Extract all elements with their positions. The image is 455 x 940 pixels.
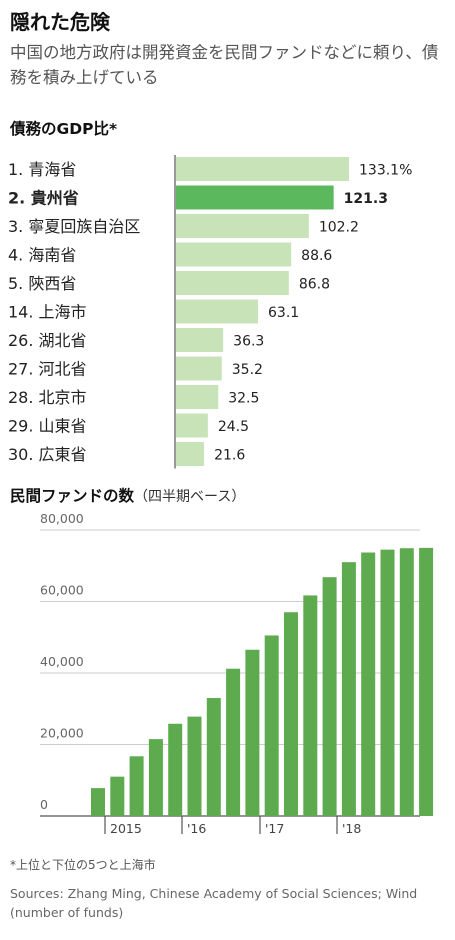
debt-value-label: 63.1 [268,305,299,321]
fund-bar [284,612,298,816]
fund-y-tick-label: 20,000 [40,726,84,741]
debt-value-label: 121.3 [344,191,388,207]
fund-year-label: '16 [187,821,206,836]
debt-category-label: 5. 陝西省 [8,274,76,293]
debt-value-label: 133.1% [359,163,412,179]
debt-bar [176,385,219,409]
fund-bar [322,577,337,816]
debt-bar [176,185,334,210]
debt-bar [176,356,222,381]
debt-category-label: 3. 寧夏回族自治区 [8,217,140,236]
debt-category-label: 26. 湖北省 [8,331,87,350]
fund-bar [399,548,414,816]
debt-bar [176,328,224,352]
fund-chart-title-note: （四半期ベース） [134,489,246,505]
debt-bar [176,157,349,181]
sources: Sources: Zhang Ming, Chinese Academy of … [10,886,418,920]
debt-category-label: 1. 青海省 [8,160,76,179]
fund-bar [419,547,434,816]
debt-bar [176,242,292,267]
debt-category-label: 30. 広東省 [8,445,87,464]
debt-value-label: 36.3 [233,334,264,350]
fund-chart-title-text: 民間ファンドの数 [10,487,135,505]
fund-bar [187,716,202,816]
fund-y-tick-label: 40,000 [40,654,84,669]
fund-bar [168,723,183,816]
debt-category-label: 2. 貴州省 [8,189,79,208]
debt-value-label: 21.6 [214,448,245,464]
debt-bar [176,299,259,324]
fund-bar [264,635,279,816]
debt-category-label: 28. 北京市 [8,388,87,407]
debt-value-label: 88.6 [301,248,332,264]
fund-bar [380,549,395,816]
fund-bar [129,756,144,816]
fund-bar [110,776,125,816]
debt-value-label: 32.5 [228,391,259,407]
debt-chart-title-text: 債務のGDP比* [10,120,118,138]
fund-bar [361,552,376,816]
page-subtitle: 中国の地方政府は開発資金を民間ファンドなどに頼り、債務を積み上げている [10,43,439,87]
debt-value-label: 24.5 [218,419,249,435]
fund-y-tick-label: 60,000 [40,583,84,598]
fund-year-label: 2015 [110,821,142,836]
debt-category-label: 4. 海南省 [8,246,76,265]
debt-category-label: 14. 上海市 [8,303,87,322]
debt-category-label: 27. 河北省 [8,360,87,379]
debt-bar [176,271,289,295]
fund-chart-title: 民間ファンドの数（四半期ベース） [10,484,245,506]
fund-year-label: '17 [265,821,284,836]
fund-bar [245,649,260,816]
debt-bar [176,442,205,466]
debt-category-label: 29. 山東省 [8,417,87,436]
page-title: 隠れた危険 [10,10,110,34]
fund-y-tick-label: 80,000 [40,511,84,526]
fund-bar [91,788,105,816]
debt-chart-title: 債務のGDP比* [10,117,117,139]
debt-bar [176,214,309,238]
fund-y-tick-label: 0 [40,797,48,812]
fund-bar [341,562,356,816]
debt-value-label: 102.2 [319,220,359,236]
fund-bar [303,595,318,816]
debt-value-label: 86.8 [299,277,330,293]
fund-bar [206,698,221,816]
debt-value-label: 35.2 [232,362,263,378]
fund-bar [148,739,163,816]
fund-year-label: '18 [342,821,361,836]
fund-bar [226,668,241,816]
footnote: *上位と下位の5つと上海市 [10,858,156,872]
debt-bar [176,413,208,438]
